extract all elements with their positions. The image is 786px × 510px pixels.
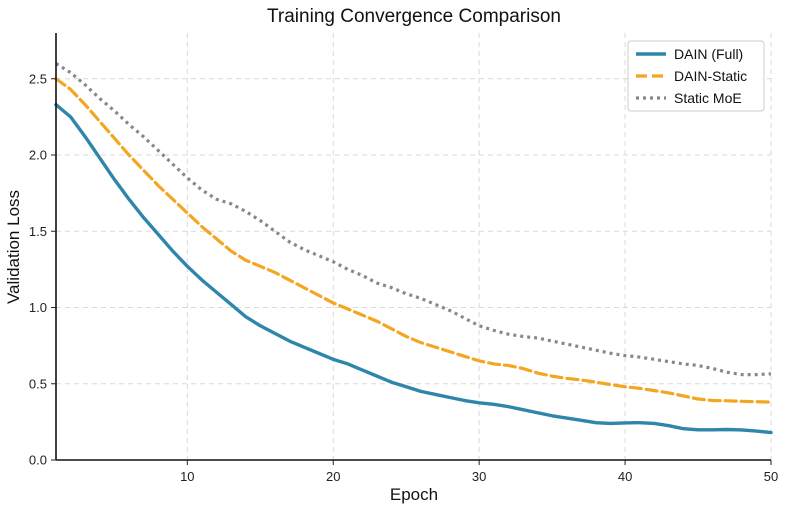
legend: DAIN (Full) DAIN-Static Static MoE [627, 40, 765, 112]
x-tick-label: 20 [326, 469, 340, 484]
series-layer [54, 62, 773, 435]
chart-title: Training Convergence Comparison [267, 6, 561, 27]
y-tick-label: 0.5 [29, 376, 47, 391]
y-axis-label: Validation Loss [4, 190, 23, 304]
x-tick-label: 40 [618, 469, 632, 484]
axes [55, 33, 771, 461]
legend-label: DAIN-Static [674, 68, 747, 84]
x-tick-label: 30 [472, 469, 486, 484]
y-tick-label: 2.5 [29, 71, 47, 86]
y-tick-label: 1.5 [29, 224, 47, 239]
legend-label: Static MoE [674, 90, 742, 106]
y-tick-label: 2.0 [29, 148, 47, 163]
ticks: 10 20 30 40 50 0.0 0.5 1.0 1.5 2.0 2.5 [29, 71, 778, 484]
x-axis-label: Epoch [390, 485, 438, 504]
legend-label: DAIN (Full) [674, 46, 743, 62]
x-tick-label: 10 [180, 469, 194, 484]
y-tick-label: 1.0 [29, 300, 47, 315]
series-line-dain-static [54, 77, 773, 404]
y-tick-label: 0.0 [29, 453, 47, 468]
legend-frame [627, 40, 765, 112]
x-tick-label: 50 [764, 469, 778, 484]
series-line-static-moe [55, 62, 772, 377]
series-line-dain-full [54, 102, 773, 435]
